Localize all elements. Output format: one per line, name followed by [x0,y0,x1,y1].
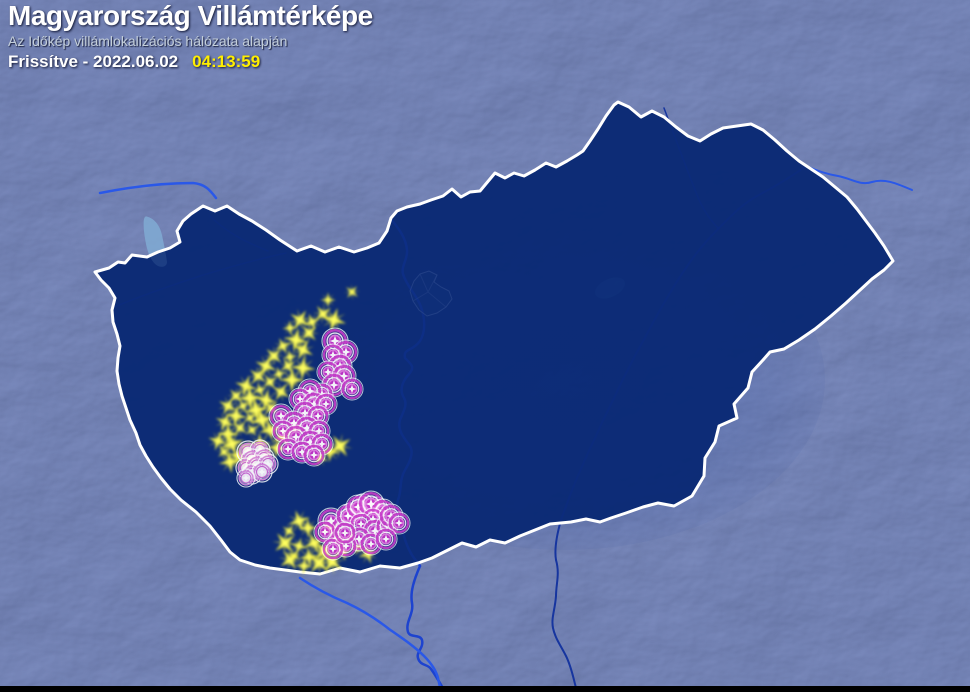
map-header: Magyarország Villámtérképe Az Időkép vil… [8,0,373,72]
updated-time: 04:13:59 [192,51,261,71]
updated-label: Frissítve - 2022.06.02 [8,51,179,71]
river-tisza-south [551,559,578,692]
updated-line: Frissítve - 2022.06.02 04:13:59 [8,52,373,72]
page-subtitle: Az Időkép villámlokalizációs hálózata al… [8,32,288,49]
river-danube-north [98,181,218,200]
page-title: Magyarország Villámtérképe [8,0,373,31]
river-tisza-upper [805,165,913,191]
river-danube-south [406,564,446,692]
bottom-black-bar [0,686,970,692]
river-drava [298,576,443,692]
